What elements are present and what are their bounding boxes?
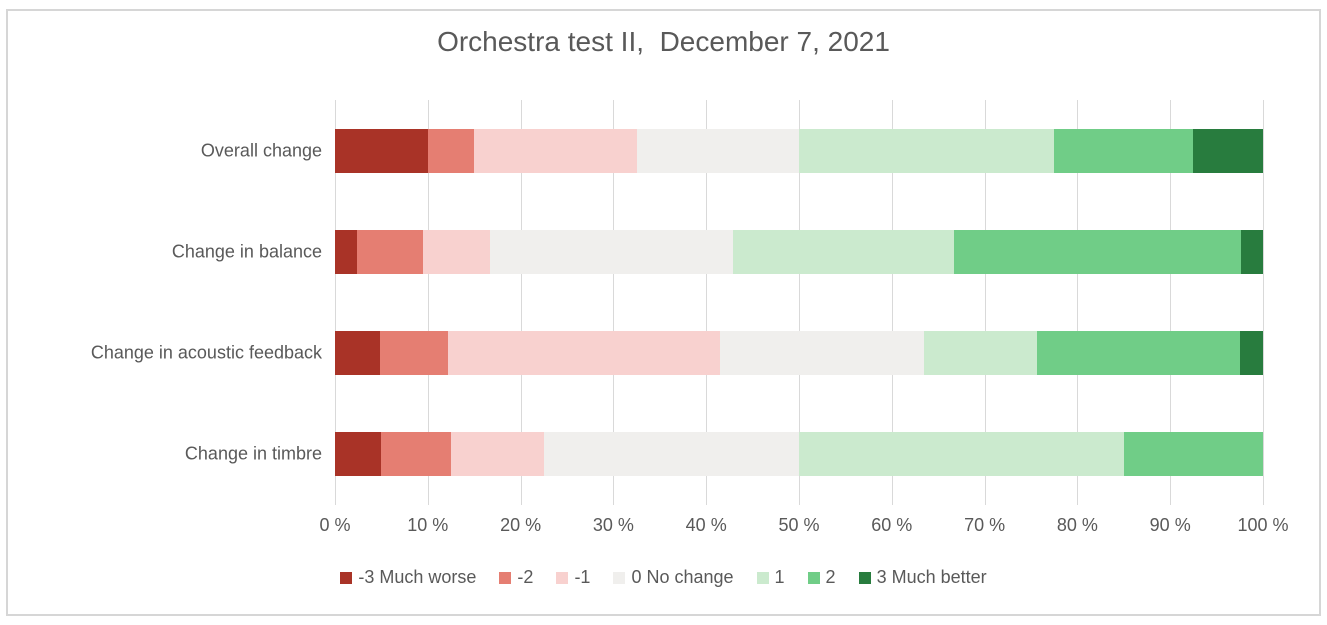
legend-label: 1	[774, 567, 785, 587]
legend-marker-icon	[807, 571, 820, 584]
legend-label: -1	[574, 567, 591, 587]
bar-segment	[380, 331, 449, 376]
legend-item: 3 Much better	[858, 567, 987, 588]
category-label: Overall change	[200, 140, 322, 161]
plot-area	[335, 100, 1264, 505]
gridline	[1263, 100, 1264, 505]
legend-label: 0 No change	[631, 567, 734, 587]
bar-segment	[335, 331, 381, 376]
legend-marker-icon	[756, 571, 769, 584]
bar-segment	[799, 432, 1124, 477]
legend-marker-icon	[499, 571, 512, 584]
bar-segment	[1240, 331, 1263, 376]
gridline	[799, 100, 800, 505]
category-label: Change in balance	[171, 241, 322, 262]
bar-row	[335, 229, 1263, 274]
x-tick-label: 10 %	[407, 515, 449, 535]
x-tick-label: 90 %	[1149, 515, 1191, 535]
legend-label: 3 Much better	[876, 567, 987, 587]
bar-segment	[953, 229, 1241, 274]
x-tick-label: 60 %	[871, 515, 913, 535]
gridline	[613, 100, 615, 505]
bar-segment	[1054, 128, 1194, 173]
x-tick-label: 50 %	[778, 515, 820, 535]
legend-label: -2	[517, 567, 534, 587]
x-tick-label: 20 %	[500, 515, 542, 535]
bar-segment	[799, 128, 1055, 173]
bar-segment	[1123, 432, 1263, 477]
legend-item: -1	[556, 567, 590, 588]
x-tick-label: 70 %	[964, 515, 1006, 535]
legend-item: 0 No change	[613, 567, 734, 588]
gridline	[984, 100, 986, 505]
bar-segment	[923, 331, 1037, 376]
bar-segment	[1036, 331, 1241, 376]
gridline	[706, 100, 708, 505]
x-tick-label: 100 %	[1237, 515, 1289, 535]
legend-label: -3 Much worse	[358, 567, 477, 587]
bar-row	[335, 432, 1263, 477]
legend-item: 2	[807, 567, 836, 588]
bar-segment	[732, 229, 954, 274]
legend-marker-icon	[613, 571, 626, 584]
gridline	[520, 100, 522, 505]
bar-segment	[1193, 128, 1263, 173]
bar-segment	[335, 229, 358, 274]
gridline	[1077, 100, 1079, 505]
bar-segment	[427, 128, 475, 173]
bar-row	[335, 331, 1263, 376]
bar-segment	[335, 128, 428, 173]
legend-marker-icon	[858, 571, 871, 584]
bar-segment	[451, 432, 544, 477]
legend-item: -2	[499, 567, 533, 588]
bar-segment	[636, 128, 799, 173]
legend-label: 2	[825, 567, 836, 587]
bar-segment	[448, 331, 720, 376]
bar-segment	[335, 432, 382, 477]
bar-segment	[381, 432, 451, 477]
legend-item: 1	[756, 567, 785, 588]
x-tick-label: 40 %	[685, 515, 727, 535]
legend: -3 Much worse -2 -1 0 No change 1 2 3 Much bet…	[0, 567, 1327, 588]
x-tick-label: 0 %	[319, 515, 351, 535]
gridline	[335, 100, 336, 505]
category-label: Change in timbre	[184, 443, 322, 464]
gridline	[1170, 100, 1172, 505]
chart-title: Orchestra test II, December 7, 2021	[437, 26, 890, 57]
category-label: Change in acoustic feedback	[90, 342, 322, 363]
bar-segment	[357, 229, 424, 274]
bar-segment	[1240, 229, 1263, 274]
legend-marker-icon	[340, 571, 353, 584]
bar-segment	[489, 229, 733, 274]
bar-row	[335, 128, 1263, 173]
bar-segment	[474, 128, 637, 173]
bar-segment	[543, 432, 799, 477]
x-tick-label: 80 %	[1056, 515, 1098, 535]
gridline	[427, 100, 429, 505]
bar-segment	[423, 229, 490, 274]
gridline	[891, 100, 893, 505]
legend-item: -3 Much worse	[340, 567, 476, 588]
x-tick-label: 30 %	[592, 515, 634, 535]
bar-segment	[719, 331, 924, 376]
legend-marker-icon	[556, 571, 569, 584]
